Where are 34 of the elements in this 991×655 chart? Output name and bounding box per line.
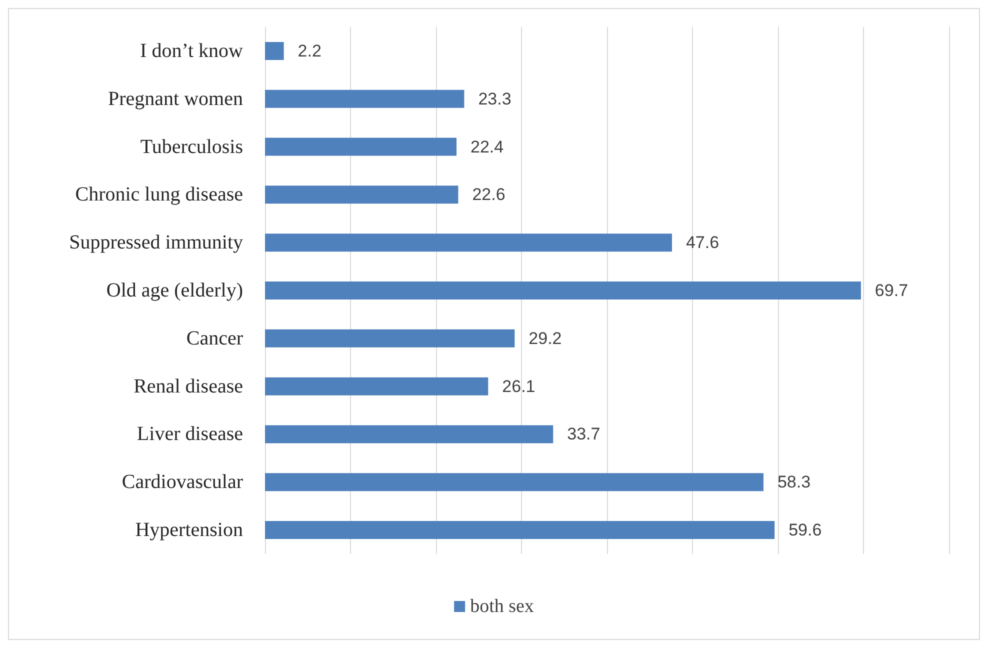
y-tick-label: Liver disease (136, 423, 244, 446)
bar (265, 282, 861, 300)
y-tick-label: Chronic lung disease (75, 184, 244, 206)
bar (265, 138, 457, 156)
data-label: 59.6 (788, 520, 822, 540)
data-label: 23.3 (478, 89, 512, 108)
data-label: 22.6 (472, 185, 506, 204)
bar (265, 42, 284, 60)
y-tick-label: Pregnant women (108, 88, 243, 110)
data-label: 22.4 (470, 137, 504, 156)
bar (265, 90, 464, 108)
bar (265, 186, 458, 204)
data-label: 29.2 (528, 328, 562, 348)
data-label: 2.2 (298, 41, 322, 60)
data-label: 33.7 (567, 424, 600, 444)
bar (265, 329, 515, 348)
y-tick-label: Cancer (186, 327, 244, 350)
bar (265, 425, 554, 444)
y-tick-label: I don’t know (140, 40, 244, 62)
data-label: 58.3 (777, 472, 811, 492)
bar (265, 473, 764, 492)
y-tick-label: Cardiovascular (122, 471, 244, 494)
y-tick-label: Suppressed immunity (69, 232, 243, 254)
data-label: 26.1 (502, 376, 536, 396)
legend-label: both sex (470, 596, 534, 617)
data-label: 69.7 (874, 281, 908, 300)
y-tick-label: Tuberculosis (140, 136, 244, 158)
bar (265, 234, 672, 252)
y-tick-label: Old age (elderly) (106, 280, 243, 302)
bar (265, 521, 775, 540)
y-tick-label: Renal disease (134, 375, 244, 398)
bar (265, 377, 488, 396)
y-tick-label: Hypertension (135, 519, 243, 542)
data-label: 47.6 (686, 233, 720, 252)
